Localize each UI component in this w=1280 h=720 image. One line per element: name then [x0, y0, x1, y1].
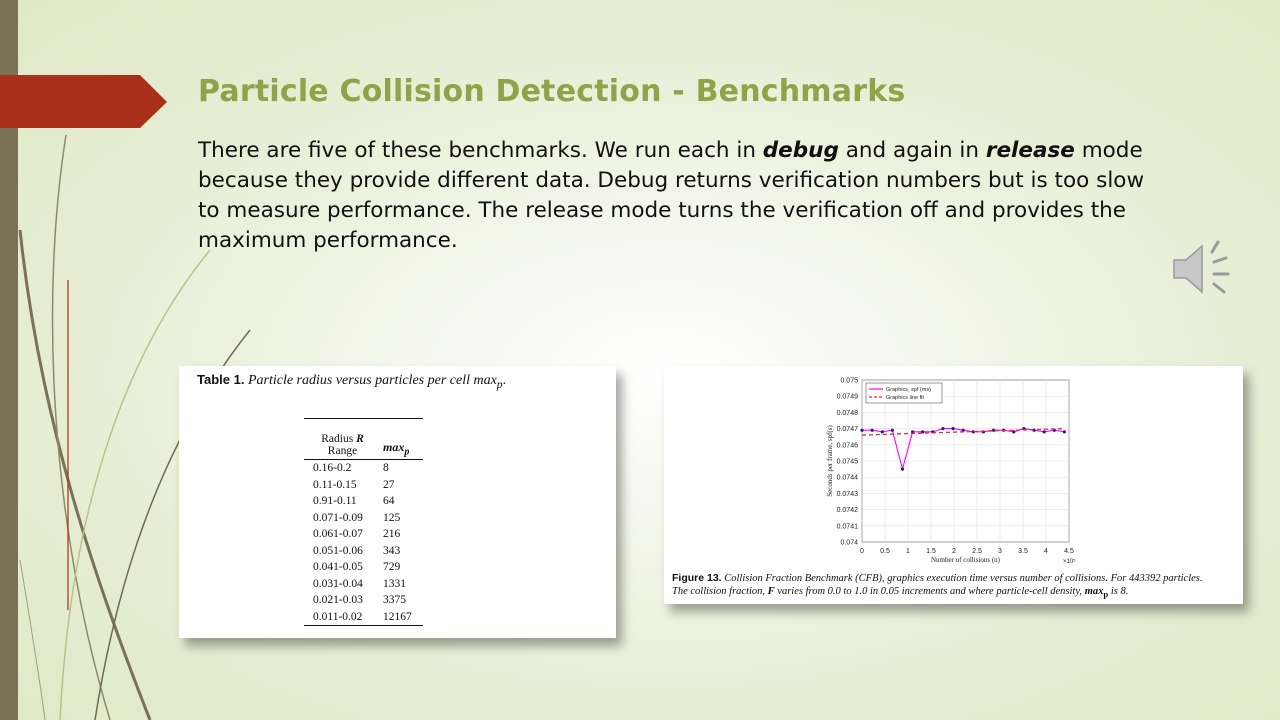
debug-keyword: debug — [762, 138, 839, 163]
maxp-cell: 1331 — [383, 577, 406, 590]
data-point — [941, 427, 945, 431]
x-tick-label: 4 — [1044, 548, 1048, 555]
x-tick-label: 1.5 — [926, 548, 936, 555]
x-tick-label: 1 — [906, 548, 910, 555]
data-point — [1012, 430, 1016, 434]
x-tick-label: 0.5 — [880, 548, 890, 555]
table-header: Radius R Range maxp — [304, 419, 423, 460]
maxp-cell: 3375 — [383, 594, 406, 607]
table-row: 0.11-0.15 27 — [304, 477, 423, 494]
table-row: 0.91-0.11 64 — [304, 493, 423, 510]
legend-box — [865, 382, 943, 404]
title-arrow-shape — [0, 75, 167, 128]
y-tick-label: 0.0748 — [837, 410, 859, 417]
y-tick-label: 0.0746 — [837, 442, 859, 449]
data-point — [890, 428, 894, 432]
header-maxp: maxp — [383, 439, 410, 457]
data-point — [870, 428, 874, 432]
x-axis-label: Number of collisions (n) — [931, 556, 1001, 564]
radius-range-cell: 0.16-0.2 — [313, 462, 352, 475]
maxp-cell: 216 — [383, 528, 401, 541]
chart-caption: Figure 13. Collision Fraction Benchmark … — [672, 572, 1203, 600]
table-row: 0.021-0.03 3375 — [304, 592, 423, 609]
radius-range-cell: 0.031-0.04 — [313, 577, 363, 590]
table-row: 0.16-0.2 8 — [304, 460, 423, 477]
collision-chart: 0 0.5 1 1.5 2 2.5 3 3.5 4 4.5 0.074 0.0741 0.0742 0.0… — [826, 378, 1076, 566]
y-tick-label: 0.074 — [840, 540, 858, 547]
radius-range-cell: 0.041-0.05 — [313, 561, 363, 574]
maxp-cell: 64 — [383, 495, 395, 508]
x-tick-label: 2 — [952, 548, 956, 555]
data-point — [991, 428, 996, 432]
x-tick-label: 3 — [998, 548, 1002, 555]
legend-label: Graphics, spf (ms) — [886, 387, 931, 393]
x-tick-label: 3.5 — [1018, 548, 1028, 555]
slide-body-text: There are five of these benchmarks. We r… — [198, 138, 1145, 253]
maxp-cell: 12167 — [383, 610, 412, 623]
table-caption: Table 1. Particle radius versus particle… — [197, 372, 507, 391]
x-tick-label: 0 — [860, 548, 864, 555]
data-point — [1062, 430, 1066, 434]
data-point — [880, 430, 884, 434]
table-row: 0.071-0.09 125 — [304, 510, 423, 527]
table-row: 0.061-0.07 216 — [304, 526, 423, 543]
table-row: 0.031-0.04 1331 — [304, 576, 423, 593]
radius-range-cell: 0.071-0.09 — [313, 511, 363, 524]
radius-range-cell: 0.011-0.02 — [313, 610, 363, 623]
y-tick-label: 0.0744 — [837, 475, 859, 482]
maxp-cell: 343 — [383, 544, 401, 557]
data-point — [900, 467, 905, 471]
table-row: 0.041-0.05 729 — [304, 559, 423, 576]
table-body: 0.16-0.2 8 0.11-0.15 27 0.91-0.11 64 0.071-0.0… — [304, 460, 423, 625]
table-row: 0.051-0.06 343 — [304, 543, 423, 560]
radius-table: Radius R Range maxp 0.16-0.2 8 0.11-0.15 27 0… — [304, 418, 423, 626]
data-point — [911, 430, 915, 434]
legend-label: Graphics line fit — [886, 395, 924, 401]
release-keyword: release — [985, 138, 1075, 163]
data-point — [961, 428, 965, 432]
table-figure: Table 1. Particle radius versus particle… — [179, 366, 616, 638]
speaker-icon[interactable] — [1170, 238, 1236, 304]
header-radius-range: Radius R Range — [321, 433, 364, 457]
y-tick-label: 0.0747 — [837, 426, 859, 433]
y-tick-label: 0.0749 — [837, 394, 859, 401]
data-point — [860, 428, 864, 432]
y-tick-label: 0.0743 — [837, 491, 859, 498]
maxp-cell: 125 — [383, 511, 401, 524]
slide-title: Particle Collision Detection - Benchmark… — [198, 74, 906, 109]
chart-figure: 0 0.5 1 1.5 2 2.5 3 3.5 4 4.5 0.074 0.0741 0.0742 0.0… — [664, 366, 1243, 604]
maxp-cell: 27 — [383, 478, 395, 491]
radius-range-cell: 0.061-0.07 — [313, 528, 363, 541]
table-row: 0.011-0.02 12167 — [304, 609, 423, 626]
y-tick-label: 0.0742 — [837, 507, 859, 514]
y-axis-label: Seconds per frame, spf(s) — [826, 425, 834, 497]
radius-range-cell: 0.11-0.15 — [313, 478, 357, 491]
radius-range-cell: 0.91-0.11 — [313, 495, 357, 508]
x-tick-label: 2.5 — [972, 548, 982, 555]
maxp-cell: 729 — [383, 561, 401, 574]
data-point — [1042, 430, 1046, 434]
y-tick-label: 0.075 — [840, 378, 858, 385]
y-tick-label: 0.0741 — [837, 523, 859, 530]
decorative-lines — [18, 134, 251, 720]
x-exponent-label: ×10⁵ — [1063, 558, 1076, 565]
radius-range-cell: 0.051-0.06 — [313, 544, 363, 557]
maxp-cell: 8 — [383, 462, 389, 475]
radius-range-cell: 0.021-0.03 — [313, 594, 363, 607]
fit-line — [861, 427, 1065, 436]
data-point — [951, 427, 955, 431]
x-tick-label: 4.5 — [1064, 548, 1074, 555]
y-tick-label: 0.0745 — [837, 459, 859, 466]
left-accent-bar — [0, 0, 18, 720]
